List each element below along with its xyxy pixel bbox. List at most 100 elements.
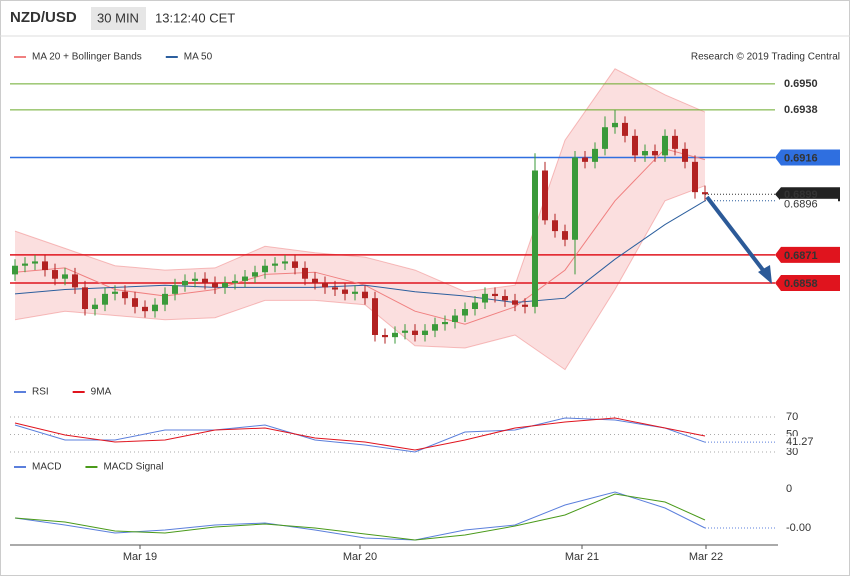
candle-body	[132, 298, 138, 307]
candle-body	[182, 280, 188, 286]
indicator-line	[14, 417, 706, 451]
candle-body	[32, 261, 38, 264]
candle-body	[172, 285, 178, 294]
candle-body	[422, 330, 428, 335]
legend-label: MA 20 + Bollinger Bands	[32, 52, 142, 63]
candle-body	[192, 278, 198, 281]
candle-body	[532, 170, 538, 307]
level-label: 0.6950	[784, 78, 818, 90]
candle-body	[252, 272, 258, 277]
candle-body	[312, 278, 318, 284]
candle-body	[392, 332, 398, 338]
current-label: 41.27	[786, 436, 814, 448]
x-tick-label: Mar 21	[565, 551, 599, 563]
candle-body	[62, 274, 68, 279]
candle-body	[362, 291, 368, 299]
level-label: 0.6871	[784, 250, 818, 262]
candle-body	[52, 270, 58, 279]
candle-body	[682, 148, 688, 162]
candle-body	[702, 192, 708, 195]
candle-body	[82, 287, 88, 310]
ma50-label: 0.6896	[784, 199, 818, 211]
legend-label: MACD Signal	[103, 462, 163, 473]
legend-label: 9MA	[91, 387, 112, 398]
level-tag	[775, 246, 840, 263]
candle-body	[202, 278, 208, 284]
candle-body	[322, 283, 328, 288]
candle-body	[612, 122, 618, 128]
bollinger-lower	[14, 185, 706, 371]
candle-body	[552, 220, 558, 232]
candle-body	[652, 151, 658, 156]
candle-body	[462, 309, 468, 316]
current-label: -0.00	[786, 522, 811, 534]
candle-body	[672, 135, 678, 149]
current-label-bg	[780, 436, 820, 449]
candle-body	[72, 274, 78, 288]
candle-body	[442, 321, 448, 325]
candle-body	[232, 280, 238, 284]
candle-body	[282, 261, 288, 264]
y-tick-label: 70	[786, 411, 798, 423]
candle-body	[482, 293, 488, 303]
candle-body	[542, 170, 548, 221]
candle-body	[142, 306, 148, 312]
candle-body	[522, 304, 528, 307]
current-price-label: 0.6899	[784, 189, 818, 201]
candle-body	[152, 304, 158, 312]
candle-body	[372, 298, 378, 335]
candle-body	[512, 300, 518, 305]
symbol: NZD/USD	[10, 9, 77, 26]
candle-body	[412, 330, 418, 335]
current-price-tag	[775, 187, 840, 202]
candle-body	[662, 135, 668, 156]
candle-body	[472, 302, 478, 310]
candle-body	[632, 135, 638, 156]
candle-body	[112, 291, 118, 294]
candle-body	[602, 127, 608, 149]
candle-body	[582, 157, 588, 162]
forecast-arrowhead	[758, 265, 772, 284]
y-tick-label: 30	[786, 446, 798, 458]
indicator-line	[14, 493, 706, 541]
candle-body	[352, 291, 358, 294]
x-tick-label: Mar 20	[343, 551, 377, 563]
legend-label: MA 50	[184, 52, 213, 63]
candle-body	[212, 283, 218, 288]
time: 13:12:40 CET	[155, 10, 235, 25]
candle-body	[42, 261, 48, 271]
candle-body	[622, 122, 628, 136]
level-label: 0.6938	[784, 104, 818, 116]
candle-body	[162, 293, 168, 305]
legend-label: RSI	[32, 387, 49, 398]
candle-body	[502, 296, 508, 301]
candle-body	[572, 157, 578, 240]
candle-body	[332, 287, 338, 290]
level-label: 0.6858	[784, 278, 818, 290]
candle-body	[92, 304, 98, 310]
ma-line	[14, 200, 706, 304]
forecast-arrow	[705, 195, 768, 276]
level-tag	[775, 149, 840, 166]
level-tag	[775, 275, 840, 292]
candle-body	[22, 263, 28, 266]
candle-body	[122, 291, 128, 299]
candle-body	[262, 265, 268, 273]
candle-body	[592, 148, 598, 162]
candle-body	[562, 231, 568, 240]
candle-body	[452, 315, 458, 322]
candle-body	[292, 261, 298, 268]
candle-body	[102, 293, 108, 305]
candle-body	[222, 283, 228, 288]
candle-body	[272, 263, 278, 266]
x-tick-label: Mar 22	[689, 551, 723, 563]
x-tick-label: Mar 19	[123, 551, 157, 563]
candle-body	[692, 161, 698, 193]
bollinger-upper	[14, 68, 706, 293]
ma50-label-bg	[780, 198, 838, 212]
candle-body	[302, 267, 308, 279]
candle-body	[642, 151, 648, 156]
candle-body	[342, 289, 348, 294]
